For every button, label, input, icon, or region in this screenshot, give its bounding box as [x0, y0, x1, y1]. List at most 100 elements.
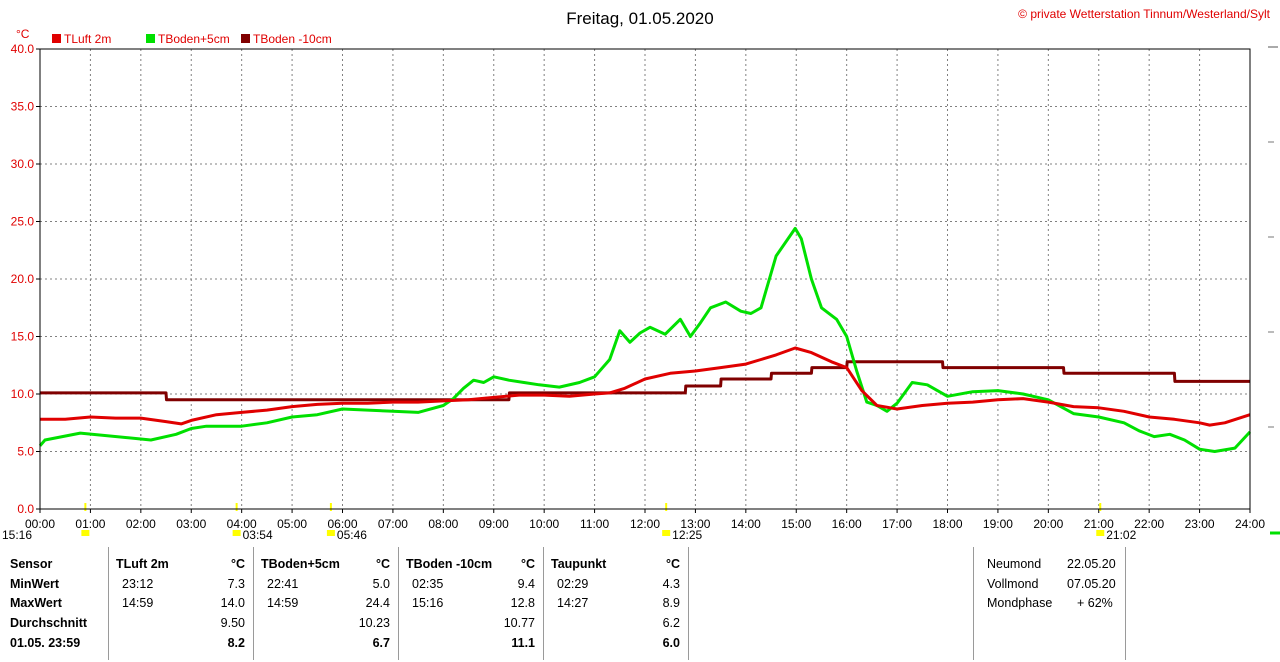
- legend-label: TLuft 2m: [64, 32, 111, 46]
- plot-frame: [39, 48, 1251, 510]
- copyright-text: © private Wetterstation Tinnum/Westerlan…: [1018, 7, 1271, 21]
- x-tick-label: 23:00: [1185, 517, 1215, 531]
- min-time: 22:41: [267, 577, 299, 591]
- x-tick-label: 08:00: [428, 517, 458, 531]
- legend-swatch: [52, 34, 61, 43]
- min-value: 4.3: [662, 577, 680, 591]
- grid: [40, 49, 1250, 509]
- min-time: 23:12: [122, 577, 154, 591]
- max-time: 14:59: [267, 596, 299, 610]
- x-tick-label: 07:00: [378, 517, 408, 531]
- column-unit: °C: [230, 557, 245, 571]
- legend: TLuft 2m TBoden+5cm TBoden -10cm: [52, 32, 332, 46]
- separator: [543, 547, 544, 660]
- separator: [253, 547, 254, 660]
- marker-time-label: 03:54: [243, 528, 273, 542]
- max-time: 15:16: [412, 596, 444, 610]
- stats-column: TBoden -10cm °C 02:35 9.4 15:16 12.8 10.77 11.1: [400, 545, 543, 662]
- moon-column: Neumond 22.05.20 Vollmond 07.05.20 Mondp…: [975, 545, 1125, 662]
- x-tick-label: 00:00: [25, 517, 55, 531]
- separator: [973, 547, 974, 660]
- min-time: 02:35: [412, 577, 444, 591]
- x-tick-label: 12:00: [630, 517, 660, 531]
- min-time: 02:29: [557, 577, 589, 591]
- x-axis-ticks: 00:00 01:00 02:00 03:00 04:00 05:00 06:00 07:00…: [25, 509, 1265, 531]
- avg-value: 10.77: [503, 616, 535, 630]
- max-time: 14:27: [557, 596, 589, 610]
- mondphase-label: Mondphase: [987, 596, 1053, 610]
- x-tick-label: 06:00: [327, 517, 357, 531]
- x-tick-label: 22:00: [1134, 517, 1164, 531]
- x-tick-label: 19:00: [983, 517, 1013, 531]
- stats-column: TLuft 2m °C 23:12 7.3 14:59 14.0 9.50 8.2: [110, 545, 253, 662]
- x-tick-label: 02:00: [126, 517, 156, 531]
- min-value: 9.4: [517, 577, 535, 591]
- neumond-label: Neumond: [987, 557, 1042, 571]
- column-header: TBoden+5cm: [261, 557, 340, 571]
- marker-time-label: 15:16: [2, 528, 32, 542]
- stats-column: TBoden+5cm °C 22:41 5.0 14:59 24.4 10.23 6.7: [255, 545, 398, 662]
- column-header: TLuft 2m: [116, 557, 169, 571]
- x-tick-label: 14:00: [731, 517, 761, 531]
- x-tick-label: 13:00: [680, 517, 710, 531]
- current-value: 8.2: [227, 636, 245, 650]
- sun-marker: [232, 530, 241, 536]
- series-group: [38, 226, 1252, 453]
- vollmond-label: Vollmond: [987, 577, 1039, 591]
- x-tick-label: 15:00: [781, 517, 811, 531]
- x-tick-label: 05:00: [277, 517, 307, 531]
- current-value: 6.7: [372, 636, 390, 650]
- x-tick-label: 21:00: [1084, 517, 1114, 531]
- vollmond-date: 07.05.20: [1067, 577, 1116, 591]
- series-line-1: [38, 226, 1252, 453]
- x-tick-label: 09:00: [479, 517, 509, 531]
- row-label-avg: Durchschnitt: [10, 616, 88, 630]
- avg-value: 9.50: [220, 616, 245, 630]
- max-value: 24.4: [365, 596, 390, 610]
- separator: [1125, 547, 1126, 660]
- max-value: 8.9: [662, 596, 680, 610]
- sun-marker: [326, 530, 335, 536]
- y-tick-label: 35.0: [11, 100, 35, 114]
- max-value: 12.8: [510, 596, 535, 610]
- column-unit: °C: [375, 557, 390, 571]
- legend-swatch: [146, 34, 155, 43]
- sun-marker: [662, 530, 671, 536]
- neumond-date: 22.05.20: [1067, 557, 1116, 571]
- chart-title: Freitag, 01.05.2020: [566, 9, 713, 28]
- marker-time-label: 21:02: [1106, 528, 1136, 542]
- stats-column: Taupunkt °C 02:29 4.3 14:27 8.9 6.2 6.0: [545, 545, 688, 662]
- x-tick-label: 04:00: [227, 517, 257, 531]
- x-tick-label: 10:00: [529, 517, 559, 531]
- sun-marker: [1096, 530, 1105, 536]
- max-value: 14.0: [220, 596, 245, 610]
- y-tick-label: 40.0: [11, 42, 35, 56]
- sun-markers: 15:16 03:54 05:46 12:25 21:02: [2, 503, 1137, 542]
- mondphase-value: + 62%: [1077, 596, 1113, 610]
- x-tick-label: 16:00: [832, 517, 862, 531]
- y-tick-label: 25.0: [11, 215, 35, 229]
- sun-marker: [81, 530, 90, 536]
- stats-table: Sensor MinWert MaxWert Durchschnitt 01.0…: [0, 545, 1280, 662]
- y-tick-label: 15.0: [11, 330, 35, 344]
- y-tick-label: 10.0: [11, 387, 35, 401]
- current-value: 11.1: [511, 636, 535, 650]
- min-value: 7.3: [227, 577, 245, 591]
- x-tick-label: 17:00: [882, 517, 912, 531]
- row-label-max: MaxWert: [10, 596, 62, 610]
- x-tick-label: 18:00: [932, 517, 962, 531]
- x-tick-label: 20:00: [1033, 517, 1063, 531]
- y-tick-label: 5.0: [17, 445, 34, 459]
- separator: [398, 547, 399, 660]
- y-unit-label: °C: [16, 27, 30, 41]
- max-time: 14:59: [122, 596, 154, 610]
- column-header: Taupunkt: [551, 557, 607, 571]
- series-line-0: [40, 346, 1251, 427]
- separator: [688, 547, 689, 660]
- row-label-current: 01.05. 23:59: [10, 636, 81, 650]
- sensor-header: Sensor: [10, 557, 53, 571]
- row-label-min: MinWert: [10, 577, 60, 591]
- marker-time-label: 12:25: [672, 528, 702, 542]
- avg-value: 10.23: [358, 616, 390, 630]
- y-tick-label: 30.0: [11, 157, 35, 171]
